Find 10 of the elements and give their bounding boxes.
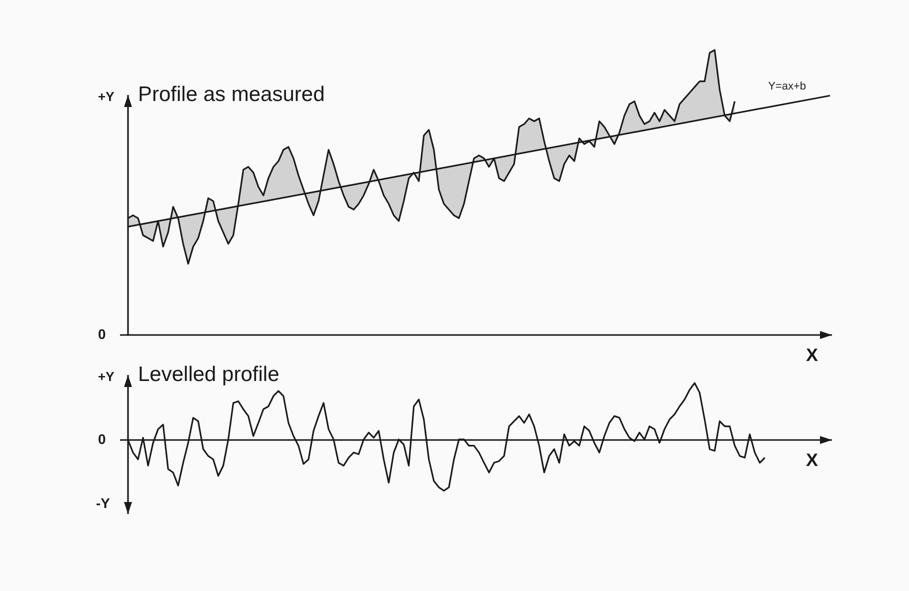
text: Profile as measured [138, 83, 325, 107]
chart-title: Levelled profile [138, 363, 280, 387]
y-axis-title: +Y [98, 369, 114, 384]
text: -Y [96, 495, 110, 511]
x-axis-title: X [806, 345, 818, 366]
series-label: Y=ax+b [768, 80, 806, 93]
y-axis-title: +Y [98, 89, 114, 104]
x-axis-title: X [806, 450, 818, 471]
text: 0 [98, 326, 106, 342]
text: 0 [98, 431, 106, 447]
